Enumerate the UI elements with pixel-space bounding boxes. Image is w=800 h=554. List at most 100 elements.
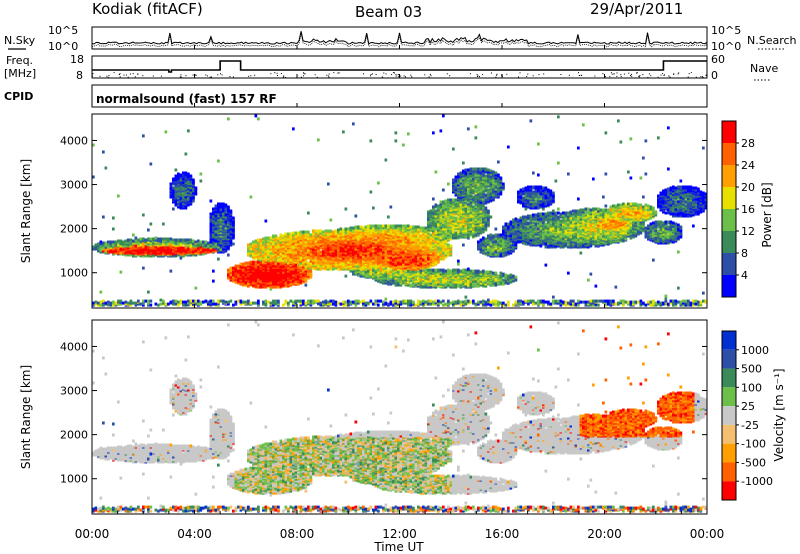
power-cell <box>309 269 313 273</box>
power-cell <box>242 300 245 304</box>
power-cell <box>122 250 125 254</box>
power-cell <box>102 150 105 154</box>
power-cell <box>124 250 128 254</box>
power-cell <box>142 303 145 307</box>
power-cell <box>179 198 183 202</box>
nave-dot <box>383 72 385 74</box>
power-cell <box>219 299 223 303</box>
nave-dot <box>638 75 640 77</box>
power-cell <box>97 303 100 307</box>
power-cell <box>237 266 240 270</box>
power-cell <box>232 242 235 246</box>
nave-dot <box>527 73 529 75</box>
power-cell <box>112 300 115 304</box>
power-cell <box>222 204 225 208</box>
power-cell <box>232 216 235 220</box>
power-cell <box>414 303 418 307</box>
power-cell <box>342 300 345 304</box>
power-cell <box>382 281 385 285</box>
nave-dot <box>127 76 129 78</box>
nave-dot <box>620 74 622 76</box>
nave-dot <box>518 76 519 78</box>
power-cell <box>212 269 215 273</box>
nave-dot <box>276 72 278 74</box>
nave-dot <box>688 73 690 75</box>
nave-dot <box>280 73 282 74</box>
power-cell <box>217 303 220 307</box>
nave-dot <box>195 75 197 76</box>
power-cell <box>129 303 133 307</box>
nave-dot <box>662 73 664 75</box>
power-cell <box>172 299 175 303</box>
power-cell <box>224 203 228 207</box>
power-cell <box>97 246 100 250</box>
power-cell <box>119 251 123 255</box>
power-cell <box>194 243 198 247</box>
nave-dot <box>221 74 223 76</box>
power-cell <box>309 239 313 243</box>
nave-dot <box>477 75 479 77</box>
power-cell <box>187 238 190 242</box>
power-cell <box>114 245 118 249</box>
nave-dot <box>668 75 670 77</box>
power-cell <box>369 139 373 143</box>
power-cell <box>257 279 260 283</box>
power-cell <box>369 271 373 275</box>
nave-dot <box>142 75 144 77</box>
nave-dot <box>678 72 680 74</box>
power-cell <box>217 299 220 303</box>
power-cell <box>249 260 253 264</box>
power-cell <box>184 238 188 242</box>
power-cell <box>159 245 163 249</box>
power-cell <box>227 300 230 304</box>
beam-title: Beam 03 <box>355 3 422 21</box>
noise-panel: 10^5 10^0 10^5 10^0 N.Sky N.Search <box>4 24 797 53</box>
power-cell <box>169 242 173 246</box>
power-cell <box>167 251 170 255</box>
nave-dot <box>405 76 406 78</box>
power-cell <box>409 283 413 287</box>
power-cell <box>117 194 120 198</box>
power-cell <box>189 197 193 201</box>
power-cell <box>222 230 225 234</box>
power-cell <box>192 199 195 203</box>
power-cell <box>229 272 233 276</box>
power-cell <box>247 248 250 252</box>
power-cell <box>112 216 115 220</box>
power-cell <box>164 130 168 134</box>
power-cell <box>169 269 173 273</box>
nave-dot <box>209 76 211 78</box>
power-cell <box>304 301 308 305</box>
power-cell <box>219 210 223 214</box>
power-cell <box>212 237 215 241</box>
power-cell <box>369 299 373 303</box>
power-cell <box>284 281 288 285</box>
power-cell <box>217 245 220 249</box>
power-cell <box>267 300 270 304</box>
nave-dot <box>220 73 221 75</box>
power-cell <box>179 242 183 246</box>
power-cell <box>174 253 178 257</box>
power-cell <box>419 234 423 238</box>
noise-tick-low: 10^0 <box>48 40 78 53</box>
power-cell <box>347 299 350 303</box>
power-cell <box>327 300 330 304</box>
power-cell <box>307 299 310 303</box>
power-cell <box>282 273 285 277</box>
power-cell <box>142 213 145 217</box>
power-cell <box>242 262 245 266</box>
power-cell <box>247 281 250 285</box>
power-cell <box>229 223 233 227</box>
power-cell <box>149 222 153 226</box>
nave-dot <box>192 74 194 76</box>
power-cell <box>127 250 130 254</box>
nave-dot <box>631 75 633 77</box>
power-cell <box>407 132 410 136</box>
power-cell <box>254 239 258 243</box>
nave-dot <box>129 73 131 75</box>
power-cell <box>379 299 383 303</box>
power-cell <box>179 205 183 209</box>
power-cell <box>187 182 190 186</box>
power-cell <box>252 265 255 269</box>
power-cell <box>217 226 220 230</box>
